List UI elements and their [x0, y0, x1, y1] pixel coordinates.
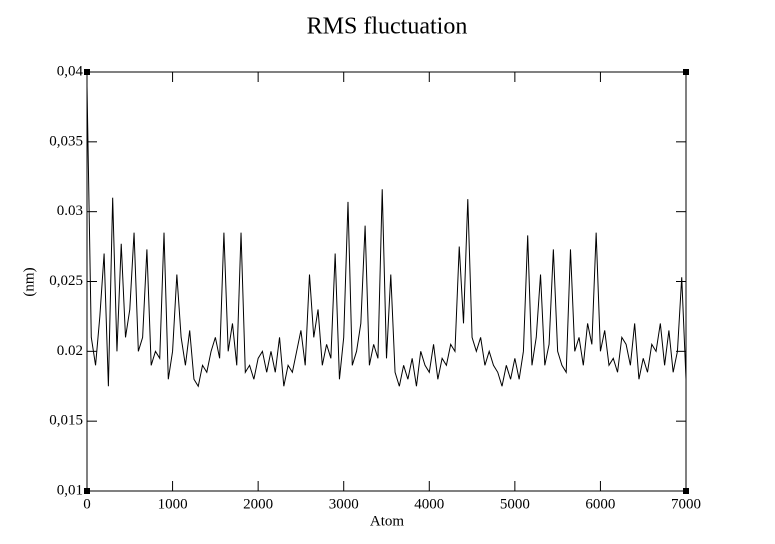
x-tick-label: 4000 — [414, 496, 444, 512]
y-tick-label: 0,01 — [57, 482, 83, 498]
x-tick-label: 0 — [83, 496, 91, 512]
x-tick-label: 5000 — [500, 496, 530, 512]
y-tick-label: 0,025 — [49, 273, 83, 289]
chart-title: RMS fluctuation — [307, 14, 468, 40]
x-tick-label: 3000 — [329, 496, 359, 512]
y-tick-label: 0,04 — [57, 63, 84, 79]
y-axis-label: (nm) — [21, 267, 37, 296]
y-tick-label: 0,015 — [49, 413, 83, 429]
x-tick-label: 1000 — [158, 496, 188, 512]
x-axis-label: Atom — [370, 513, 405, 529]
x-tick-label: 6000 — [585, 496, 615, 512]
data-line — [86, 85, 687, 388]
y-tick-label: 0.02 — [57, 343, 83, 359]
x-tick-label: 7000 — [671, 496, 701, 512]
x-tick-label: 2000 — [243, 496, 273, 512]
y-tick-label: 0.03 — [57, 203, 83, 219]
y-tick-label: 0,035 — [49, 133, 83, 149]
